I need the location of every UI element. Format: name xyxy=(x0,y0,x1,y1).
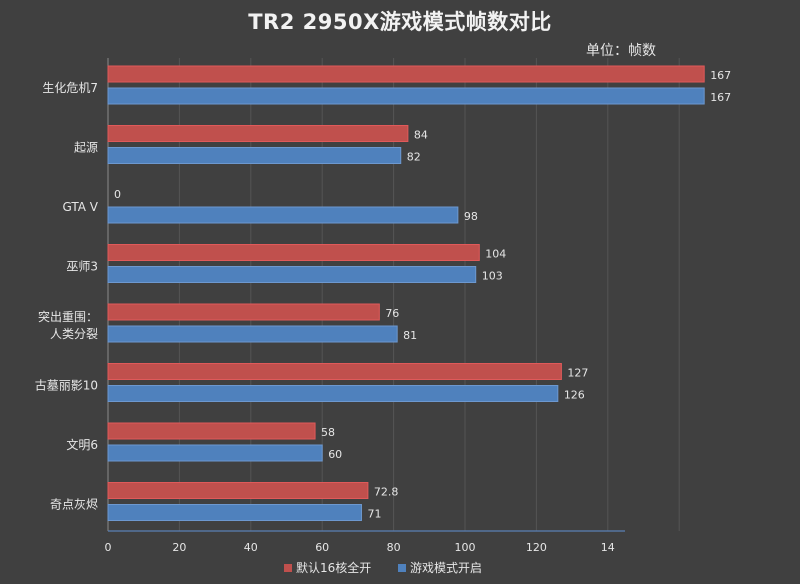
category-label: 巫师3 xyxy=(66,259,98,273)
category-label: 人类分裂 xyxy=(50,327,98,341)
data-label: 81 xyxy=(403,329,417,342)
data-label: 127 xyxy=(567,367,588,380)
data-label: 98 xyxy=(464,210,478,223)
category-label: 生化危机7 xyxy=(42,81,98,95)
data-label: 167 xyxy=(710,69,731,82)
x-tick-label: 0 xyxy=(105,541,112,554)
data-label: 103 xyxy=(482,270,503,283)
bar-game-mode xyxy=(107,444,323,462)
data-label: 58 xyxy=(321,426,335,439)
category-label: GTA V xyxy=(62,200,98,214)
bar-game-mode xyxy=(107,266,477,283)
x-tick-label: 20 xyxy=(172,541,186,554)
legend-label: 默认16核全开 xyxy=(296,560,371,575)
x-tick-label: 120 xyxy=(526,541,547,554)
x-tick-label: 60 xyxy=(315,541,329,554)
bar-default xyxy=(107,482,369,499)
bar-default xyxy=(107,244,480,261)
category-label: 奇点灰烬 xyxy=(50,497,98,511)
bar-default xyxy=(107,125,409,142)
x-tick-label: 100 xyxy=(455,541,476,554)
chart-title: TR2 2950X游戏模式帧数对比 xyxy=(248,10,552,34)
unit-label: 单位：帧数 xyxy=(586,43,656,59)
data-label: 72.8 xyxy=(374,486,399,499)
data-label: 60 xyxy=(328,448,342,461)
legend-swatch xyxy=(284,564,292,572)
category-label: 起源 xyxy=(74,140,98,154)
legend-swatch xyxy=(398,564,406,572)
bar-default xyxy=(107,422,316,440)
category-label: 文明6 xyxy=(66,437,98,452)
bar-game-mode xyxy=(107,87,705,105)
x-tick-label: 14 xyxy=(601,541,615,554)
data-label: 0 xyxy=(114,188,121,201)
data-label: 167 xyxy=(710,91,731,104)
data-label: 104 xyxy=(485,248,506,261)
x-tick-label: 40 xyxy=(244,541,258,554)
bar-default xyxy=(107,363,562,380)
bar-default xyxy=(107,65,705,83)
data-label: 82 xyxy=(407,151,421,164)
bar-default xyxy=(107,303,380,321)
bar-game-mode xyxy=(107,385,559,402)
data-label: 71 xyxy=(367,508,381,521)
data-label: 76 xyxy=(385,307,399,320)
data-label: 126 xyxy=(564,389,585,402)
data-label: 84 xyxy=(414,129,428,142)
category-label: 突出重围： xyxy=(38,309,98,324)
bar-game-mode xyxy=(107,147,402,164)
legend-label: 游戏模式开启 xyxy=(410,561,482,575)
bar-game-mode xyxy=(107,325,398,343)
bar-game-mode xyxy=(107,206,459,224)
category-label: 古墓丽影10 xyxy=(35,377,98,392)
x-tick-label: 80 xyxy=(387,541,401,554)
bar-game-mode xyxy=(107,504,362,521)
